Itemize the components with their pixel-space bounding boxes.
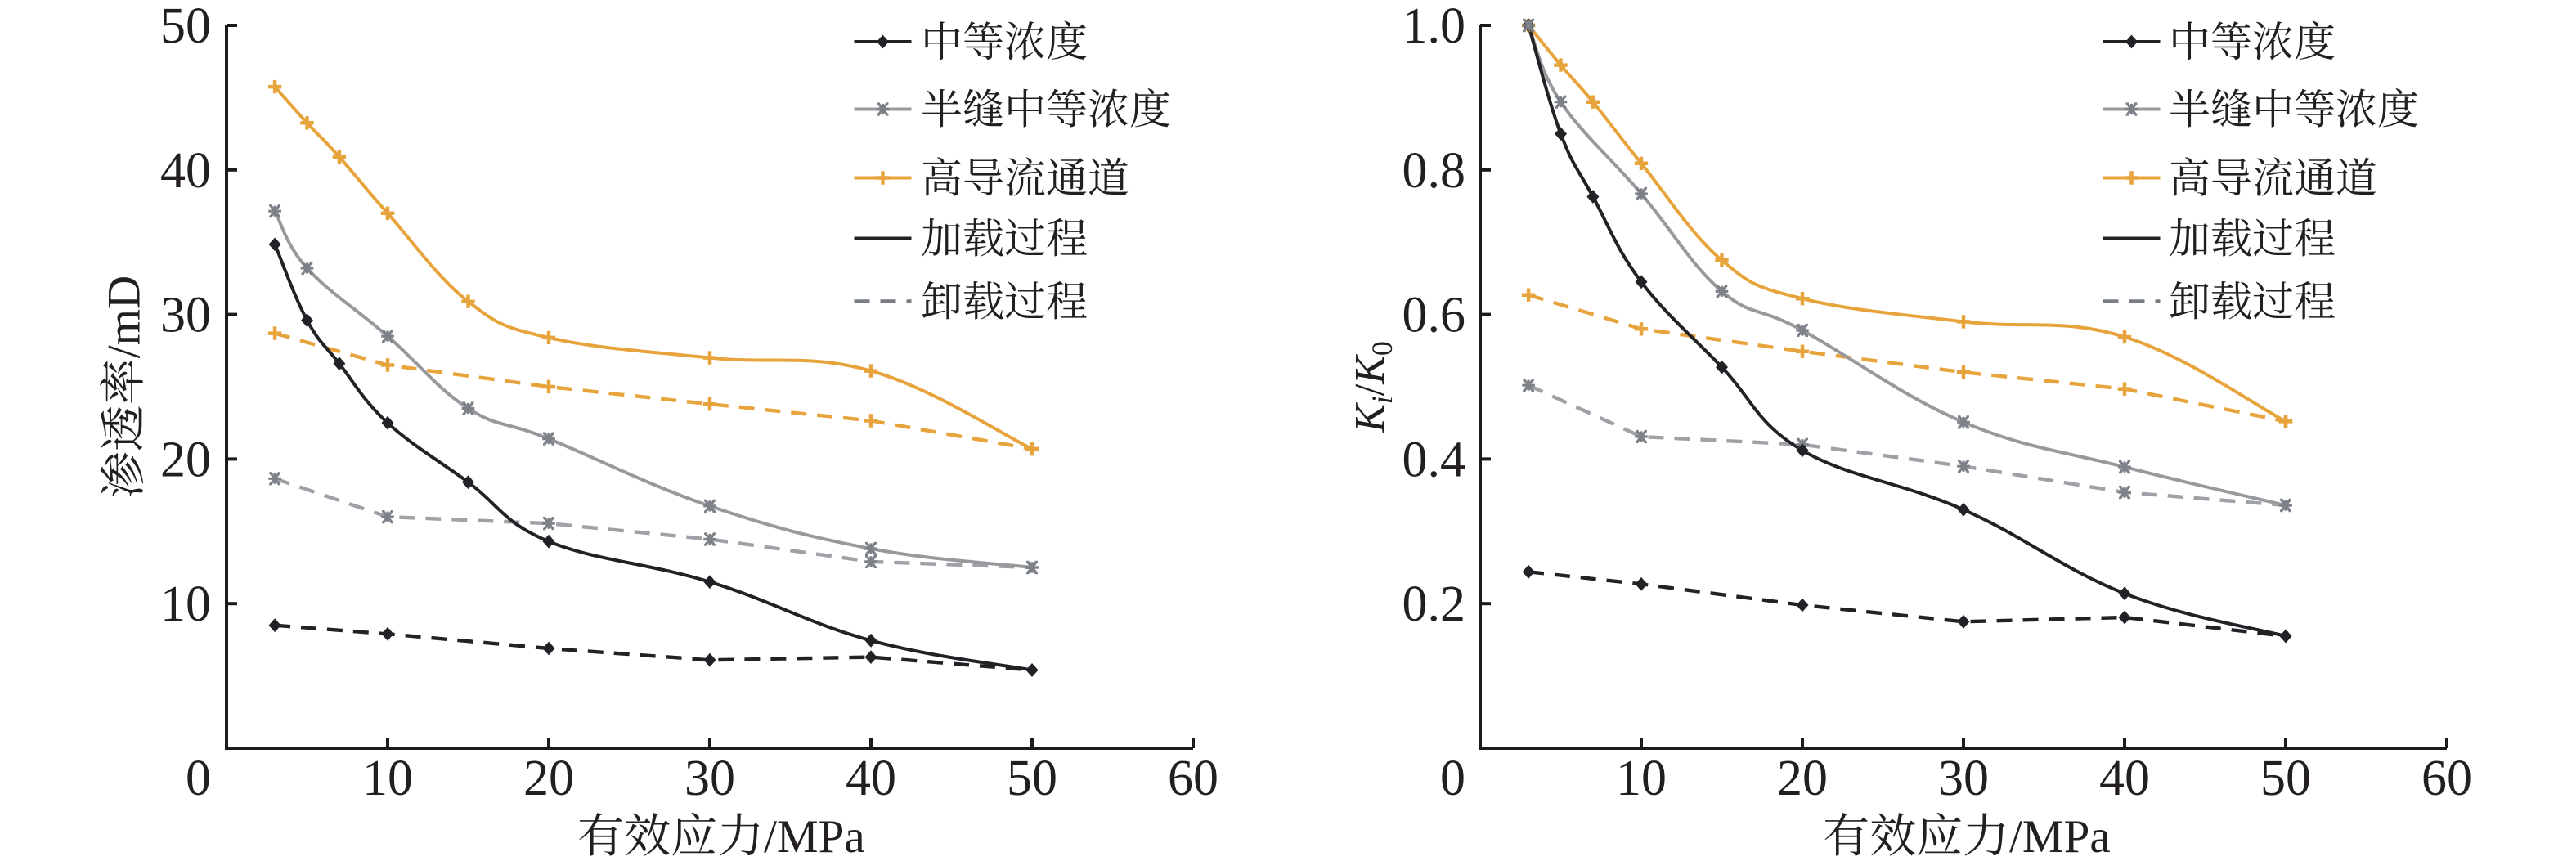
svg-text:0.6: 0.6 — [1402, 288, 1466, 343]
svg-text:30: 30 — [1938, 751, 1989, 806]
svg-text:50: 50 — [2260, 751, 2311, 806]
svg-text:20: 20 — [523, 751, 574, 806]
svg-text:20: 20 — [1777, 751, 1828, 806]
svg-text:60: 60 — [1168, 751, 1218, 806]
svg-text:10: 10 — [362, 751, 413, 806]
svg-text:/mD: /mD — [99, 276, 150, 358]
svg-text:0: 0 — [186, 751, 211, 806]
svg-text:30: 30 — [160, 288, 211, 343]
svg-text:0.8: 0.8 — [1402, 143, 1466, 199]
svg-text:0: 0 — [1440, 751, 1465, 806]
svg-text:40: 40 — [160, 143, 211, 199]
svg-text:50: 50 — [160, 0, 211, 54]
svg-text:/MPa: /MPa — [2009, 811, 2111, 861]
svg-text:1.0: 1.0 — [1402, 0, 1466, 54]
svg-text:40: 40 — [846, 751, 896, 806]
svg-text:10: 10 — [1616, 751, 1667, 806]
svg-text:30: 30 — [684, 751, 735, 806]
svg-text:/MPa: /MPa — [764, 811, 865, 861]
svg-text:60: 60 — [2421, 751, 2472, 806]
svg-text:0.2: 0.2 — [1402, 576, 1466, 632]
svg-text:40: 40 — [2099, 751, 2150, 806]
svg-text:Ki/K0: Ki/K0 — [1347, 341, 1398, 433]
svg-text:50: 50 — [1007, 751, 1057, 806]
svg-text:20: 20 — [160, 432, 211, 487]
svg-text:0.4: 0.4 — [1402, 432, 1466, 487]
svg-text:10: 10 — [160, 576, 211, 632]
